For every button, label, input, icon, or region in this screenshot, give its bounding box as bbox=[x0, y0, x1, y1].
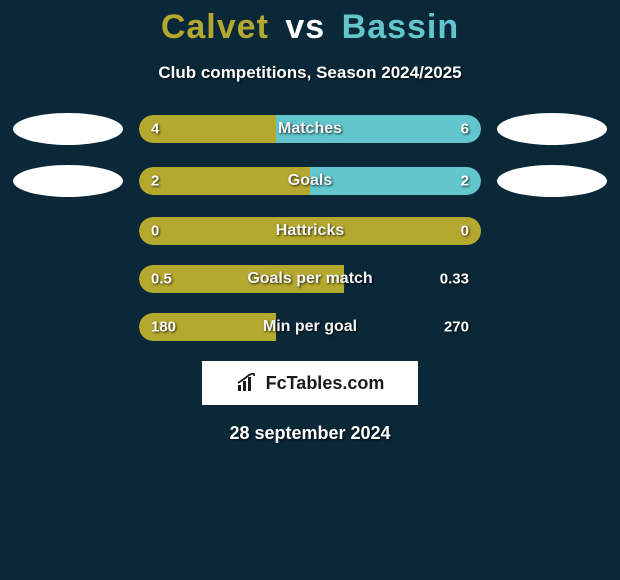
player1-marker bbox=[13, 165, 123, 197]
player1-name: Calvet bbox=[161, 8, 269, 46]
stat-label: Goals bbox=[288, 172, 332, 190]
stat-row: 180 270 Min per goal bbox=[0, 313, 620, 341]
stat-value-player1: 0.5 bbox=[151, 271, 172, 288]
subtitle: Club competitions, Season 2024/2025 bbox=[0, 63, 620, 83]
logo-text: FcTables.com bbox=[266, 373, 385, 394]
stat-row: 2 2 Goals bbox=[0, 165, 620, 197]
stat-value-player2: 0.33 bbox=[440, 271, 469, 288]
stats-rows: 4 6 Matches 2 2 Goals 0 0 Hattricks 0.5 0.33 Goals … bbox=[0, 113, 620, 341]
player2-marker bbox=[497, 113, 607, 145]
stat-value-player1: 2 bbox=[151, 173, 159, 190]
stat-bar: 180 270 Min per goal bbox=[139, 313, 481, 341]
date-text: 28 september 2024 bbox=[0, 423, 620, 444]
infographic-container: Calvet vs Bassin Club competitions, Seas… bbox=[0, 0, 620, 444]
stat-value-player1: 180 bbox=[151, 319, 176, 336]
chart-icon bbox=[236, 373, 260, 393]
logo-box[interactable]: FcTables.com bbox=[202, 361, 418, 405]
bar-fill-player1 bbox=[139, 167, 310, 195]
bar-fill-player1 bbox=[139, 115, 276, 143]
player1-marker bbox=[13, 113, 123, 145]
stat-label: Matches bbox=[278, 120, 342, 138]
stat-row: 0 0 Hattricks bbox=[0, 217, 620, 245]
stat-row: 0.5 0.33 Goals per match bbox=[0, 265, 620, 293]
stat-bar: 0.5 0.33 Goals per match bbox=[139, 265, 481, 293]
stat-value-player2: 270 bbox=[444, 319, 469, 336]
stat-value-player1: 0 bbox=[151, 223, 159, 240]
stat-label: Goals per match bbox=[247, 270, 372, 288]
stat-bar: 2 2 Goals bbox=[139, 167, 481, 195]
stat-bar: 0 0 Hattricks bbox=[139, 217, 481, 245]
player2-name: Bassin bbox=[342, 8, 460, 46]
vs-text: vs bbox=[285, 8, 325, 46]
stat-value-player2: 6 bbox=[461, 121, 469, 138]
stat-value-player1: 4 bbox=[151, 121, 159, 138]
stat-label: Hattricks bbox=[276, 222, 344, 240]
stat-value-player2: 0 bbox=[461, 223, 469, 240]
player2-marker bbox=[497, 165, 607, 197]
stat-value-player2: 2 bbox=[461, 173, 469, 190]
stat-label: Min per goal bbox=[263, 318, 357, 336]
bar-fill-player2 bbox=[310, 167, 481, 195]
page-title: Calvet vs Bassin bbox=[0, 8, 620, 47]
stat-bar: 4 6 Matches bbox=[139, 115, 481, 143]
stat-row: 4 6 Matches bbox=[0, 113, 620, 145]
